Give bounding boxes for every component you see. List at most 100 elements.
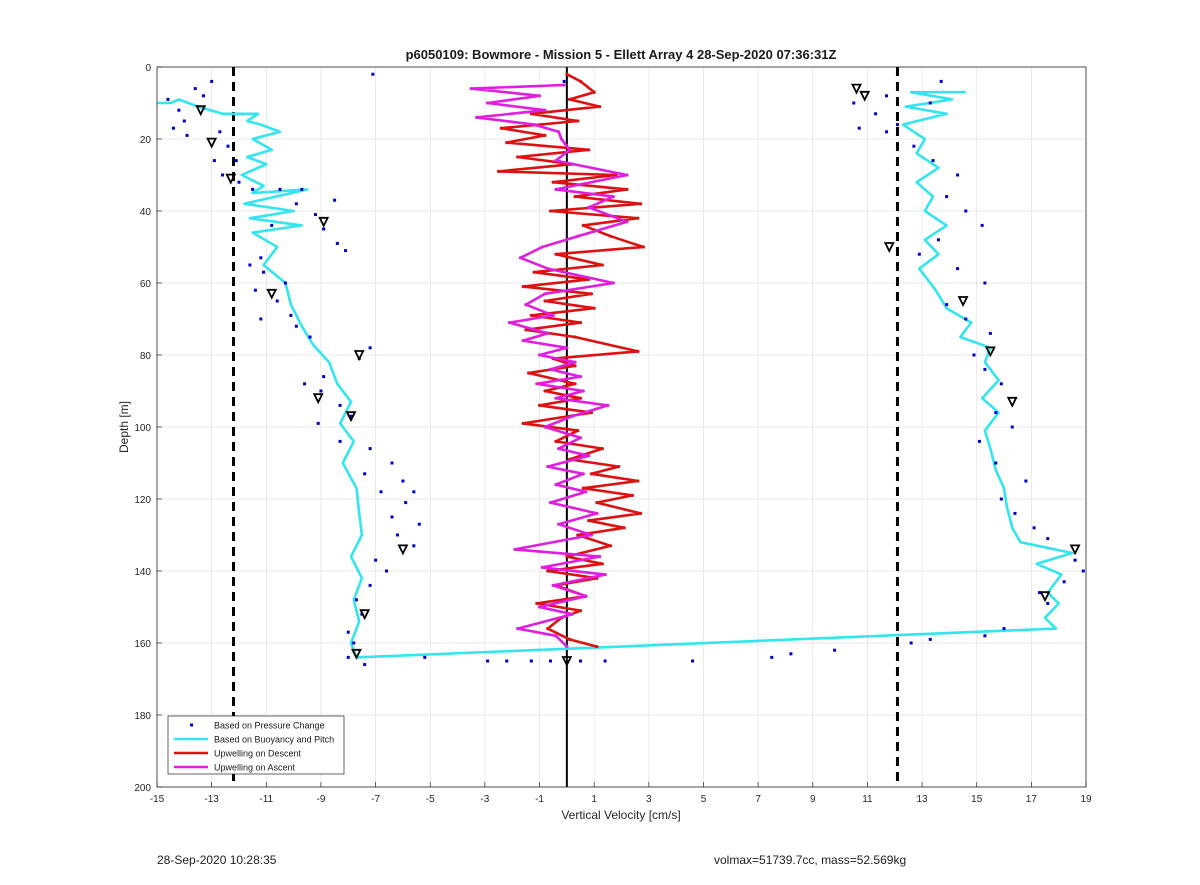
- legend-label: Upwelling on Ascent: [214, 763, 296, 773]
- pressure-change-point: [289, 313, 293, 317]
- ascent-upwelling-point: [469, 87, 473, 91]
- pressure-change-point: [390, 515, 394, 519]
- y-tick-label: 160: [134, 639, 151, 650]
- x-tick-label: 17: [1026, 794, 1038, 805]
- descent-upwelling-point: [595, 501, 599, 505]
- ascent-upwelling-point: [554, 396, 558, 400]
- triangle-marker: [353, 350, 365, 362]
- descent-upwelling-point: [578, 609, 583, 613]
- pressure-change-point: [363, 663, 367, 667]
- descent-upwelling-point: [551, 180, 555, 184]
- pressure-change-point: [931, 159, 935, 163]
- pressure-change-point: [395, 533, 399, 537]
- pressure-change-point: [349, 414, 353, 418]
- pressure-change-point: [344, 249, 348, 253]
- pressure-change-point: [354, 598, 358, 602]
- ascent-upwelling-point: [543, 108, 547, 112]
- descent-upwelling-point: [496, 169, 501, 173]
- ascent-upwelling-point: [546, 331, 550, 335]
- triangle-marker: [351, 648, 362, 660]
- pressure-change-point: [1013, 511, 1017, 515]
- y-tick-label: 140: [134, 567, 151, 578]
- descent-upwelling-point: [548, 209, 553, 213]
- descent-upwelling-point: [578, 396, 583, 400]
- descent-upwelling-point: [576, 119, 580, 123]
- pressure-change-point: [1046, 537, 1050, 541]
- x-tick-label: 1: [591, 794, 597, 805]
- pressure-change-point: [221, 173, 225, 177]
- descent-upwelling-point: [573, 335, 577, 339]
- triangle-marker: [318, 216, 330, 228]
- pressure-change-point: [319, 389, 323, 393]
- pressure-change-point: [964, 317, 968, 321]
- pressure-change-point: [270, 223, 274, 227]
- pressure-change-point: [789, 652, 793, 656]
- descent-upwelling-point: [573, 364, 577, 368]
- x-tick-label: 3: [646, 794, 652, 805]
- descent-upwelling-point: [529, 313, 533, 317]
- pressure-change-point: [335, 241, 339, 245]
- pressure-change-point: [956, 267, 960, 271]
- pressure-change-point: [303, 382, 307, 386]
- descent-upwelling-point: [546, 627, 550, 631]
- pressure-change-point: [234, 159, 238, 163]
- pressure-change-point: [874, 112, 878, 116]
- pressure-change-point: [928, 637, 932, 641]
- ascent-upwelling-point: [578, 375, 583, 379]
- descent-upwelling-point: [554, 252, 558, 256]
- descent-upwelling-point: [573, 195, 577, 199]
- pressure-change-point: [939, 79, 943, 83]
- pressure-change-point: [417, 522, 421, 526]
- pressure-change-point: [322, 375, 326, 379]
- y-tick-label: 100: [134, 423, 151, 434]
- pressure-change-point: [193, 87, 197, 91]
- descent-upwelling-point: [589, 472, 594, 476]
- ascent-upwelling-point: [537, 353, 542, 357]
- x-tick-label: -9: [316, 794, 325, 805]
- pressure-change-point: [368, 583, 372, 587]
- ascent-upwelling-line: [469, 83, 629, 648]
- pressure-change-point: [770, 655, 774, 659]
- ascent-upwelling-point: [537, 605, 542, 609]
- ascent-upwelling-point: [557, 522, 561, 526]
- pressure-change-point: [548, 659, 552, 663]
- pressure-change-point: [691, 659, 695, 663]
- ascent-upwelling-point: [551, 583, 555, 588]
- pressure-change-point: [333, 198, 337, 202]
- descent-upwelling-point: [639, 511, 643, 515]
- legend-label: Upwelling on Descent: [214, 749, 302, 759]
- ascent-upwelling-point: [565, 645, 569, 649]
- descent-upwelling-point: [499, 126, 503, 130]
- descent-upwelling-point: [636, 479, 640, 483]
- pressure-change-point: [529, 659, 533, 663]
- ascent-upwelling-point: [540, 565, 544, 570]
- x-tick-label: -5: [426, 794, 435, 805]
- ascent-upwelling-point: [625, 173, 629, 177]
- descent-upwelling-point: [554, 439, 558, 443]
- ascent-upwelling-point: [548, 501, 553, 505]
- ascent-upwelling-point: [557, 130, 561, 134]
- ascent-upwelling-point: [546, 465, 550, 469]
- pressure-change-point: [185, 133, 189, 137]
- descent-upwelling-point: [578, 321, 583, 325]
- descent-upwelling-point: [636, 349, 640, 353]
- descent-upwelling-point: [592, 306, 596, 310]
- x-tick-label: -3: [480, 794, 489, 805]
- triangle-marker: [984, 346, 996, 358]
- descent-upwelling-point: [595, 645, 599, 649]
- pressure-change-point: [322, 227, 326, 231]
- ascent-upwelling-point: [598, 555, 602, 559]
- pressure-change-point: [390, 461, 394, 465]
- triangle-marker: [397, 544, 409, 556]
- descent-upwelling-point: [608, 234, 613, 238]
- pressure-change-point: [977, 439, 981, 443]
- ascent-upwelling-point: [606, 403, 610, 407]
- descent-upwelling-point: [576, 533, 580, 537]
- x-tick-label: 13: [916, 794, 928, 805]
- descent-upwelling-point: [537, 403, 542, 407]
- pressure-change-point: [363, 472, 367, 476]
- pressure-change-point: [374, 558, 378, 562]
- pressure-change-point: [988, 331, 992, 335]
- pressure-change-point: [294, 202, 298, 206]
- ascent-upwelling-point: [554, 483, 558, 487]
